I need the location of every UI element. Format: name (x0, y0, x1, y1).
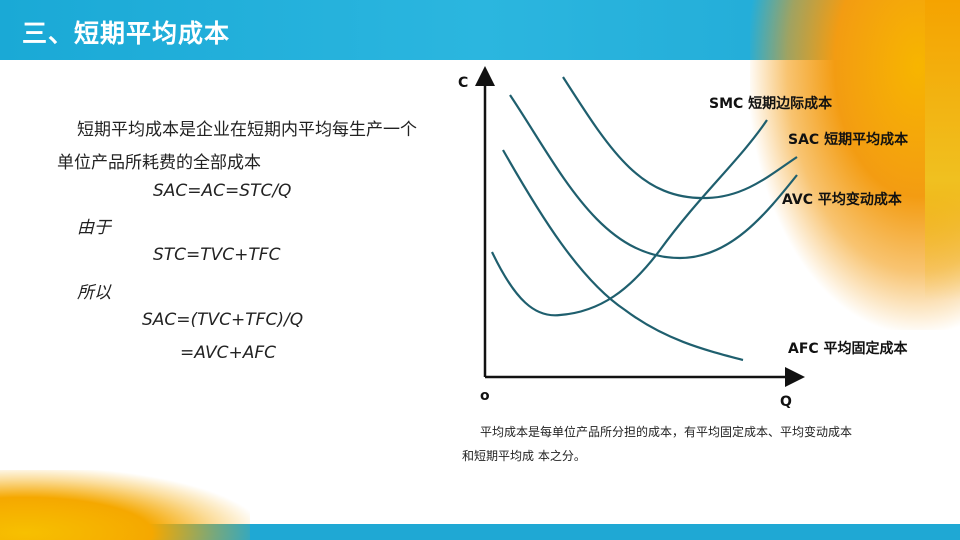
smc-curve (491, 119, 768, 317)
formula-avc-afc: =AVC+AFC (180, 343, 277, 363)
definition-text: 短期平均成本是企业在短期内平均每生产一个 (77, 120, 417, 140)
smc-label: SMC 短期边际成本 (709, 95, 833, 112)
sac-label: SAC 短期平均成本 (788, 131, 909, 148)
formula-stc: STC=TVC+TFC (153, 245, 281, 265)
afc-label: AFC 平均固定成本 (788, 340, 909, 357)
formula-sac-expanded: SAC=(TVC+TFC)/Q (142, 310, 304, 330)
avc-label: AVC 平均变动成本 (782, 191, 903, 208)
decorative-paint (925, 0, 960, 300)
x-axis-label: Q (780, 394, 792, 410)
caption-text: 平均成本是每单位产品所分担的成本，有平均固定成本、平均变动成本和短期平均成 本之… (462, 425, 853, 463)
therefore-text: 所以 (77, 283, 111, 303)
afc-curve (502, 149, 744, 362)
origin-label: o (480, 388, 490, 404)
avc-curve (509, 94, 798, 260)
definition-text-cont: 单位产品所耗费的全部成本 (57, 153, 261, 173)
decorative-paint (0, 470, 250, 540)
formula-sac: SAC=AC=STC/Q (153, 181, 292, 201)
slide-title: 三、短期平均成本 (22, 19, 231, 48)
because-text: 由于 (77, 218, 111, 238)
sac-curve (562, 76, 798, 200)
y-axis-label: C (458, 75, 468, 91)
